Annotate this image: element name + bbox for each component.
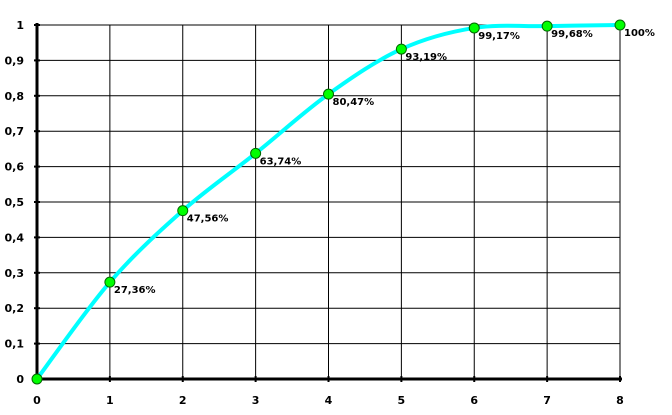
y-tick-label: 0,8 [5,90,25,103]
y-tick-label: 0,2 [5,302,25,315]
y-tick-label: 1 [16,19,24,32]
y-tick-label: 0,5 [5,196,25,209]
data-point [541,20,553,32]
data-label: 27,36% [114,285,156,296]
data-point [104,276,116,288]
y-tick-label: 0,4 [5,231,25,244]
x-tick-label: 1 [106,394,114,407]
x-tick-label: 6 [470,394,478,407]
axis-ticks: 0 0,1 0,2 0,3 0,4 0,5 0,6 0,7 0,8 0,9 1 0 1 2 3 4 5 6 7 8 [5,19,624,407]
x-tick-label: 8 [616,394,624,407]
data-point [395,43,407,55]
data-point [614,19,626,31]
y-tick-label: 0,7 [5,125,25,138]
x-tick-label: 7 [543,394,551,407]
y-tick-label: 0,6 [5,161,25,174]
x-tick-label: 4 [325,394,333,407]
data-label: 80,47% [333,97,375,108]
data-label: 100% [624,28,655,39]
data-point [323,88,334,100]
data-label: 47,56% [187,214,229,225]
data-label: 93,19% [405,52,447,63]
data-point [250,147,262,159]
y-tick-label: 0,9 [5,54,25,67]
data-point [468,22,480,34]
data-label: 99,68% [551,29,593,40]
series-line [35,23,622,381]
x-tick-label: 2 [179,394,187,407]
data-point [31,373,43,385]
y-tick-label: 0,1 [5,338,25,351]
y-tick-label: 0 [16,373,24,386]
x-tick-label: 3 [252,394,260,407]
data-label: 63,74% [260,156,302,167]
data-label: 99,17% [478,31,520,42]
y-tick-label: 0,3 [5,267,25,280]
x-tick-label: 0 [33,394,41,407]
data-point [177,205,189,217]
data-labels: 27,36% 47,56% 63,74% 80,47% 93,19% 99,17% 99,6… [114,28,655,296]
x-tick-label: 5 [398,394,406,407]
series-group [31,19,626,385]
grid-lines [37,24,621,379]
